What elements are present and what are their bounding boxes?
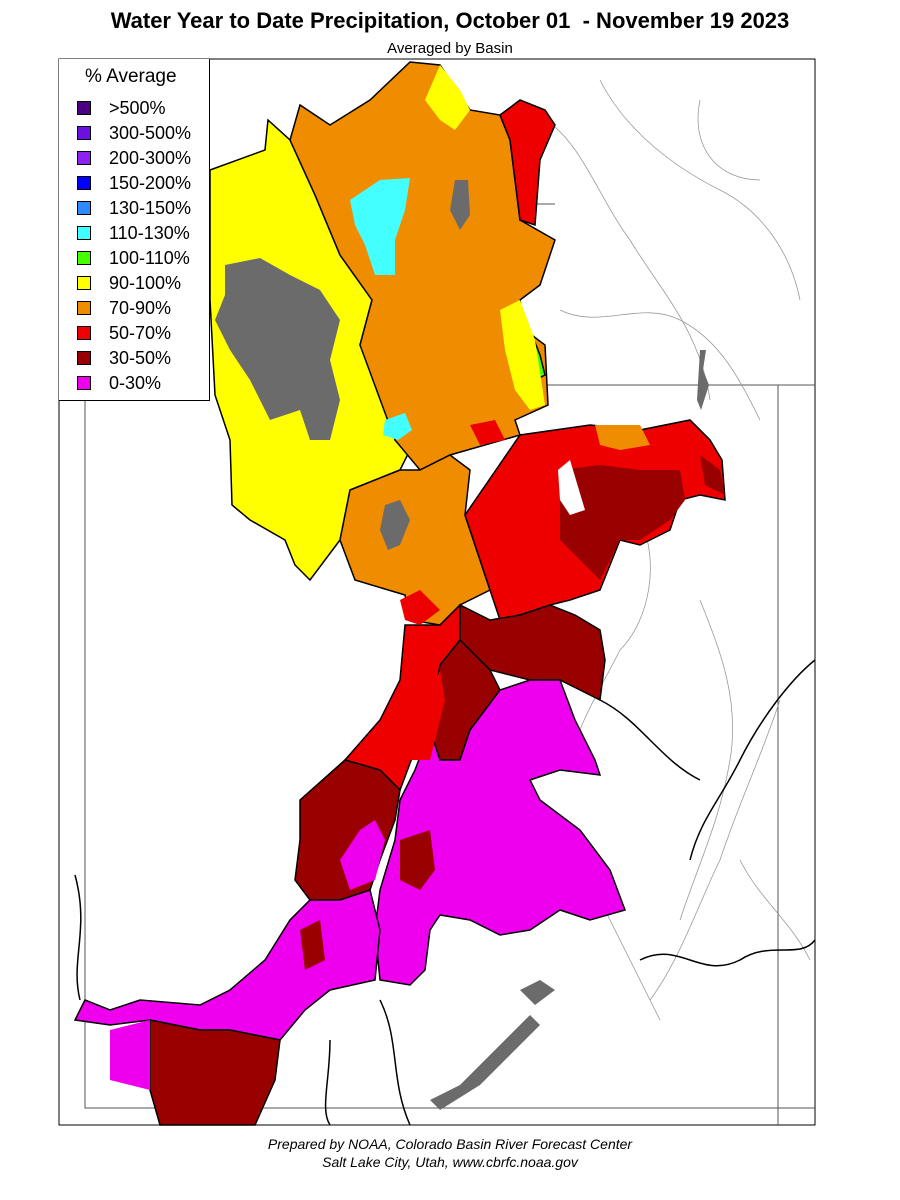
basin-virgin [73,889,381,1041]
legend-item: 300-500% [77,122,191,144]
legend-label: >500% [109,97,166,118]
legend-item: 200-300% [77,147,191,169]
legend-item: 100-110% [77,247,190,269]
legend-swatch [77,251,91,265]
legend-swatch [77,226,91,240]
legend-swatch [77,351,91,365]
legend-item: 30-50% [77,347,171,369]
legend-swatch [77,276,91,290]
legend-item: 70-90% [77,297,171,319]
legend-label: 70-90% [109,297,172,318]
credit-line-1: Prepared by NOAA, Colorado Basin River F… [267,1136,633,1152]
legend-item: 130-150% [77,197,191,219]
legend-swatch [77,126,91,140]
legend-label: 130-150% [109,197,192,218]
legend-item: 150-200% [77,172,191,194]
legend-title: % Average [85,66,177,87]
legend-label: 100-110% [109,247,190,268]
basin-patches [110,65,725,1090]
legend-label: 50-70% [109,322,172,343]
map-subtitle: Averaged by Basin [387,40,513,57]
legend-label: 300-500% [109,122,192,143]
legend-swatch [77,201,91,215]
legend-swatch [77,176,91,190]
map-frame [58,58,816,1126]
legend-swatch [77,326,91,340]
legend-swatch [77,376,91,390]
streams [544,79,811,1021]
legend-item: 50-70% [77,322,171,344]
legend-label: 150-200% [109,172,192,193]
map-title: Water Year to Date Precipitation, Octobe… [110,8,790,33]
legend-label: 200-300% [109,147,192,168]
legend-label: 30-50% [109,347,172,368]
legend-item: 0-30% [77,372,161,394]
legend-item: 110-130% [77,222,190,244]
reservoirs [430,350,709,1110]
outer-basin-lines [74,659,816,1126]
legend-label: 0-30% [109,372,162,393]
credit-line-2: Salt Lake City, Utah, www.cbrfc.noaa.gov [322,1154,578,1170]
legend-label: 110-130% [109,222,190,243]
legend-item: 90-100% [77,272,181,294]
legend-swatch [77,101,91,115]
legend: % Average >500% 300-500% 200-300% 150-20… [59,59,210,401]
legend-label: 90-100% [109,272,182,293]
legend-swatch [77,151,91,165]
legend-item: >500% [77,97,166,119]
legend-swatch [77,301,91,315]
basin-yampa [499,99,556,227]
basin-lower-virgin [149,1019,281,1126]
